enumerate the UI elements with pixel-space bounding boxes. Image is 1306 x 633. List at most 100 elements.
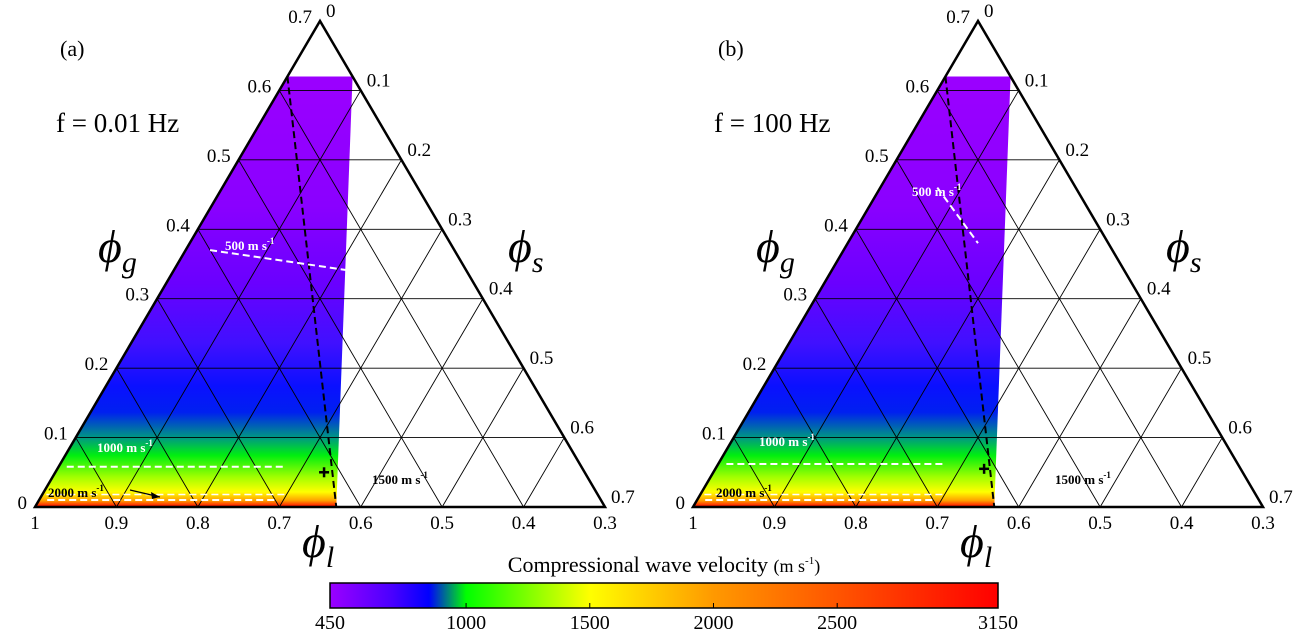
frequency-annotation: f = 100 Hz <box>714 108 830 138</box>
tick-phi-s: 0.4 <box>489 279 513 300</box>
tick-phi-s: 0.3 <box>1106 209 1130 230</box>
grid-line-s <box>197 159 402 508</box>
grid <box>75 89 565 508</box>
tick-phi-l: 0.4 <box>512 513 536 534</box>
grid-line-s <box>441 367 524 508</box>
tick-phi-l: 0.9 <box>105 513 129 534</box>
contour-label-500: 500 m s-1 <box>225 236 275 253</box>
tick-phi-s: 0.7 <box>611 487 635 508</box>
grid-line-s <box>523 437 565 508</box>
contour-label-1000-sup: -1 <box>807 432 815 442</box>
tick-phi-s: 0.1 <box>367 70 391 91</box>
axis-title-phi-l: ϕl <box>302 516 334 574</box>
colorbar-tick-label: 1500 <box>570 612 610 633</box>
contour-label-1000-text: 1000 m s <box>97 440 145 455</box>
axis-title-phi-g: ϕg <box>98 221 137 279</box>
tick-phi-g: 0.5 <box>865 146 889 167</box>
grid-line-l <box>896 159 1101 508</box>
contour-arrow-head <box>151 492 160 499</box>
contour-label-2000: 2000 m s-1 <box>48 483 104 500</box>
colorbar-unit-close: ) <box>814 556 820 577</box>
tick-phi-g: 0.4 <box>166 215 190 236</box>
axis-title-phi-g: ϕg <box>756 221 795 279</box>
tick-phi-s: 0.3 <box>448 209 472 230</box>
tick-phi-g: 0.7 <box>946 7 970 28</box>
tick-phi-g: 0.3 <box>125 285 149 306</box>
tick-phi-g: 0.2 <box>85 354 109 375</box>
axis-title-phi-g-subscript: g <box>780 246 795 279</box>
tick-phi-l: 0.9 <box>763 513 787 534</box>
contour-label-1000: 1000 m s-1 <box>759 432 815 449</box>
tick-phi-l: 0.6 <box>1007 513 1031 534</box>
tick-phi-l: 0.7 <box>925 513 949 534</box>
contour-label-1500-sup: -1 <box>1103 470 1111 480</box>
contour-label-2000-text: 2000 m s <box>48 485 96 500</box>
tick-phi-s: 0.4 <box>1147 279 1171 300</box>
contour-label-500-text: 500 m s <box>912 184 954 199</box>
axis-title-phi-s: ϕs <box>1166 221 1202 279</box>
colorbar-title-text: Compressional wave velocity <box>508 552 774 577</box>
tick-phi-s: 0.5 <box>530 348 554 369</box>
contour-label-500: 500 m s-1 <box>912 182 962 199</box>
tick-phi-s: 0.6 <box>1228 418 1252 439</box>
ternary-frame <box>690 18 1266 509</box>
colorbar-tick-label: 3150 <box>978 612 1018 633</box>
axis-title-phi-s: ϕs <box>508 221 544 279</box>
tick-phi-g: 0.1 <box>702 424 726 445</box>
grid-line-s <box>360 298 484 508</box>
region-boundary <box>944 76 996 508</box>
colorbar: 450 1000 1500 2000 2500 3150 Compressional wav… <box>315 552 1018 633</box>
axis-title-phi-l-symbol: ϕ <box>960 516 984 567</box>
grid-line-l <box>855 229 1020 508</box>
colorbar-unit-sup: -1 <box>805 555 814 567</box>
contour-label-1000-text: 1000 m s <box>759 434 807 449</box>
contour-label-500-text: 500 m s <box>225 238 267 253</box>
grid <box>733 89 1223 508</box>
colorbar-title: Compressional wave velocity (m s-1) <box>508 552 820 577</box>
tick-phi-l: 0.6 <box>349 513 373 534</box>
tick-phi-s: 0.7 <box>1269 487 1293 508</box>
contour-label-2000-sup: -1 <box>764 483 772 493</box>
tick-phi-l: 0.8 <box>186 513 210 534</box>
panel-label: (a) <box>60 36 84 61</box>
colorbar-tick-label: 2000 <box>693 612 733 633</box>
contour-label-2000: 2000 m s-1 <box>716 483 772 500</box>
frequency-annotation: f = 0.01 Hz <box>56 108 179 138</box>
grid-line-l <box>116 367 199 508</box>
tick-phi-l: 0.3 <box>593 513 617 534</box>
axis-title-phi-l-subscript: l <box>984 541 992 574</box>
tick-phi-l: 0.5 <box>430 513 454 534</box>
tick-phi-g: 0 <box>676 493 686 514</box>
colorbar-unit: (m s <box>774 556 806 577</box>
grid-line-l <box>156 298 280 508</box>
contour-label-1000: 1000 m s-1 <box>97 438 153 455</box>
grid-line-s <box>1181 437 1223 508</box>
axis-title-phi-l-subscript: l <box>326 541 334 574</box>
tick-phi-g: 0.3 <box>783 285 807 306</box>
ternary-panel-b: 0 0.1 0.2 0.3 0.4 0.5 0.6 0.7 0 0.1 0.2 0.3 0.4 0.5 0.… <box>676 1 1293 574</box>
tick-phi-g: 0.6 <box>906 76 930 97</box>
grid-line-s <box>278 229 443 508</box>
contour-label-1500-sup: -1 <box>420 470 428 480</box>
grid-line-l <box>733 437 775 508</box>
contour-line-500 <box>936 187 979 244</box>
contour-label-1500: 1500 m s-1 <box>372 470 428 487</box>
tick-phi-l: 0.8 <box>844 513 868 534</box>
tick-phi-l: 0.3 <box>1251 513 1275 534</box>
grid-line-l <box>814 298 938 508</box>
contour-label-2000-sup: -1 <box>96 483 104 493</box>
contour-label-1500: 1500 m s-1 <box>1055 470 1111 487</box>
tick-phi-l: 0.5 <box>1088 513 1112 534</box>
grid-line-s <box>855 159 1060 508</box>
tick-phi-l: 0.7 <box>267 513 291 534</box>
axis-title-phi-s-subscript: s <box>532 246 544 279</box>
contour-label-500-sup: -1 <box>954 182 962 192</box>
velocity-field <box>35 76 353 508</box>
tick-phi-l: 1 <box>688 513 698 534</box>
colorbar-tick-label: 450 <box>315 612 345 633</box>
contour-label-1500-text: 1500 m s <box>372 472 420 487</box>
ternary-panels: 0 0.1 0.2 0.3 0.4 0.5 0.6 0.7 0 0.1 0.2 0.3 0.4 0.5 0.… <box>18 1 1293 574</box>
tick-phi-s: 0.6 <box>570 418 594 439</box>
grid-line-s <box>1018 298 1142 508</box>
